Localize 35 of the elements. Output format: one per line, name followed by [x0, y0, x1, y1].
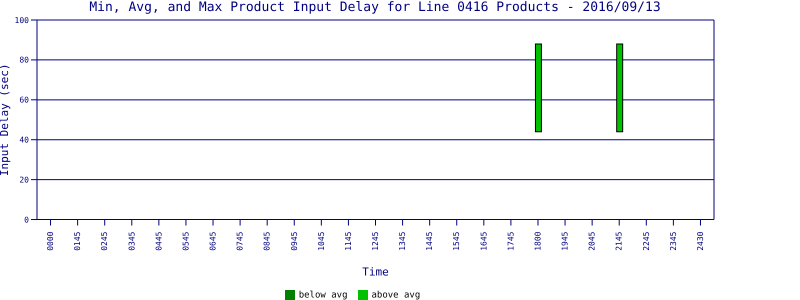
x-tick-label: 1800 — [533, 231, 542, 251]
x-tick-label: 0345 — [127, 231, 136, 251]
x-tick-label: 0845 — [262, 231, 272, 251]
legend-label: below avg — [298, 290, 348, 300]
x-tick-label: 0145 — [73, 231, 82, 251]
x-tick-label: 1045 — [316, 231, 326, 251]
x-tick-label: 0645 — [208, 231, 218, 251]
x-tick-label: 1545 — [452, 231, 462, 251]
x-tick-label: 1945 — [560, 231, 570, 251]
x-tick-label: 0745 — [236, 231, 245, 251]
x-tick-label: 1745 — [506, 231, 516, 251]
chart-title: Min, Avg, and Max Product Input Delay for Line 0416 Products - 2016/09/13 — [88, 0, 662, 15]
x-tick-label: 0545 — [181, 231, 190, 251]
y-tick-label: 80 — [19, 56, 30, 65]
x-axis-title: Time — [362, 266, 389, 279]
x-tick-label: 0445 — [154, 231, 164, 251]
x-tick-label: 0000 — [46, 231, 56, 251]
y-tick-label: 40 — [19, 136, 30, 145]
x-tick-label: 2145 — [614, 231, 624, 251]
x-tick-label: 0245 — [100, 231, 110, 251]
x-tick-label: 2045 — [588, 231, 597, 251]
legend-label: above avg — [372, 290, 420, 300]
x-tick-label: 1145 — [344, 231, 353, 251]
y-tick-label: 0 — [24, 215, 30, 224]
x-tick-label: 0945 — [290, 231, 299, 251]
x-tick-label: 2345 — [668, 231, 678, 251]
x-tick-label: 1645 — [479, 231, 488, 251]
y-tick-label: 100 — [14, 16, 30, 25]
y-tick-label: 20 — [19, 175, 30, 184]
x-tick-label: 1445 — [425, 231, 434, 251]
x-tick-label: 2430 — [696, 231, 705, 251]
x-tick-label: 1245 — [371, 231, 380, 251]
y-tick-label: 60 — [19, 96, 30, 105]
x-tick-label: 1345 — [398, 231, 408, 251]
x-tick-label: 2245 — [642, 231, 651, 251]
